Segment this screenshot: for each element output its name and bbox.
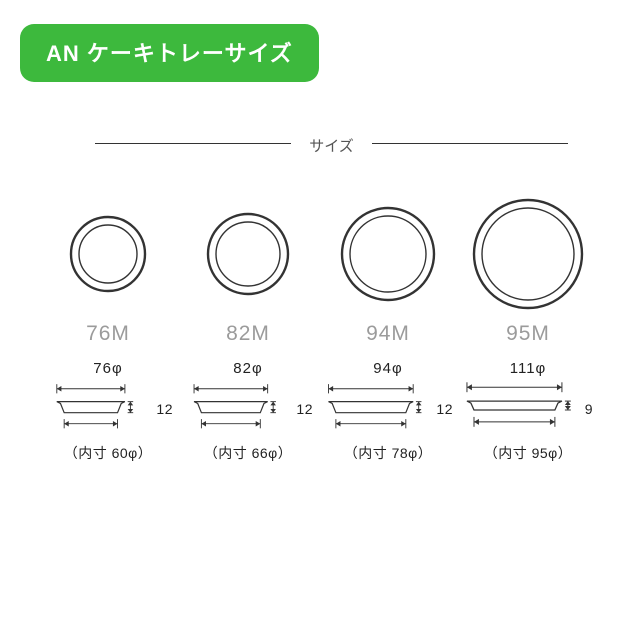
tray-topview xyxy=(49,194,167,314)
tray-dimension-block: 76φ 12 （内寸 60φ） xyxy=(43,360,173,463)
tray-dimension-block: 111φ 9 （内寸 95φ） xyxy=(463,360,593,463)
title-badge-text: AN ケーキトレーサイズ xyxy=(46,41,293,66)
section-label: サイズ xyxy=(291,135,372,156)
tray-model-label: 76M xyxy=(86,322,130,346)
tray-size-row: 76M 76φ 12 （内寸 60φ） 82M 82φ 12 （内寸 66φ） 94M 94φ 12… xyxy=(38,194,598,463)
tray-inner-diameter-label: （内寸 78φ） xyxy=(323,443,453,463)
tray-topview xyxy=(329,194,447,314)
tray-model-label: 95M xyxy=(506,322,550,346)
tray-col: 94M 94φ 12 （内寸 78φ） xyxy=(318,194,458,463)
tray-model-label: 94M xyxy=(366,322,410,346)
tray-sideview: 12 xyxy=(43,379,173,439)
tray-height-label: 12 xyxy=(296,401,313,417)
tray-model-label: 82M xyxy=(226,322,270,346)
tray-inner-diameter-label: （内寸 95φ） xyxy=(463,443,593,463)
tray-outer-diameter-label: 76φ xyxy=(43,360,173,377)
tray-col: 82M 82φ 12 （内寸 66φ） xyxy=(178,194,318,463)
tray-sideview: 9 xyxy=(463,379,593,439)
tray-dimension-block: 82φ 12 （内寸 66φ） xyxy=(183,360,313,463)
tray-inner-diameter-label: （内寸 66φ） xyxy=(183,443,313,463)
title-badge: AN ケーキトレーサイズ xyxy=(20,24,319,82)
tray-sideview: 12 xyxy=(183,379,313,439)
tray-sideview: 12 xyxy=(323,379,453,439)
tray-topview xyxy=(469,194,587,314)
section-header: サイズ xyxy=(95,132,568,154)
tray-outer-diameter-label: 82φ xyxy=(183,360,313,377)
tray-outer-diameter-label: 94φ xyxy=(323,360,453,377)
tray-col: 95M 111φ 9 （内寸 95φ） xyxy=(458,194,598,463)
tray-dimension-block: 94φ 12 （内寸 78φ） xyxy=(323,360,453,463)
tray-height-label: 9 xyxy=(585,401,593,417)
tray-col: 76M 76φ 12 （内寸 60φ） xyxy=(38,194,178,463)
tray-height-label: 12 xyxy=(156,401,173,417)
tray-topview xyxy=(189,194,307,314)
tray-inner-diameter-label: （内寸 60φ） xyxy=(43,443,173,463)
tray-outer-diameter-label: 111φ xyxy=(463,360,593,377)
tray-height-label: 12 xyxy=(436,401,453,417)
